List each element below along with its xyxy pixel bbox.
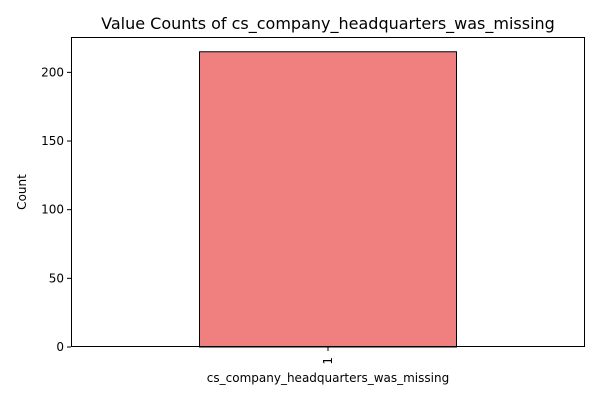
y-axis-label: Count bbox=[15, 174, 29, 210]
chart-title: Value Counts of cs_company_headquarters_… bbox=[101, 14, 555, 34]
bars bbox=[199, 51, 457, 348]
y-tick-label: 100 bbox=[41, 203, 64, 217]
y-tick-label: 150 bbox=[41, 134, 64, 148]
y-tick-label: 50 bbox=[49, 271, 64, 285]
x-axis-label: cs_company_headquarters_was_missing bbox=[207, 371, 449, 385]
bar-1 bbox=[199, 51, 457, 348]
y-axis-ticks: 0 50 100 150 200 bbox=[41, 65, 71, 354]
x-axis-ticks: 1 bbox=[321, 347, 335, 365]
x-tick-label: 1 bbox=[321, 357, 335, 365]
plot-area-frame bbox=[71, 37, 585, 347]
y-tick-label: 200 bbox=[41, 65, 64, 79]
y-tick-label: 0 bbox=[56, 340, 64, 354]
